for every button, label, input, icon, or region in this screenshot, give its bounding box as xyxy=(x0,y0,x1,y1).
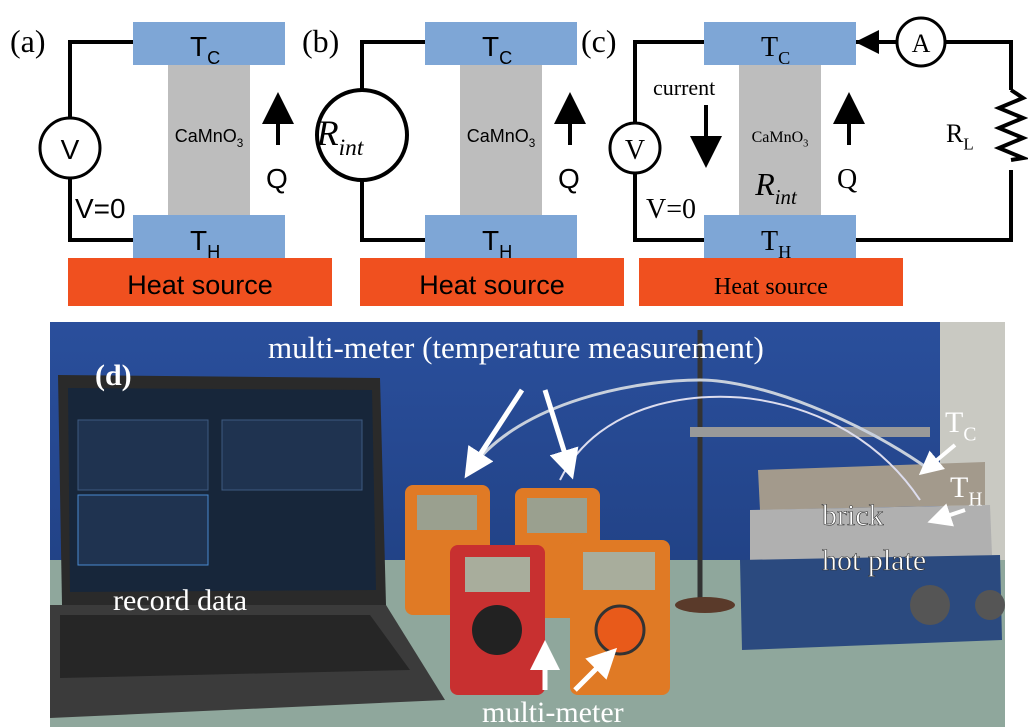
load-label-main: R xyxy=(946,119,964,148)
cold-photo-label-main: T xyxy=(945,406,963,439)
wire xyxy=(946,42,1011,90)
hot-label-sub: H xyxy=(499,242,512,262)
voltage-note: V=0 xyxy=(646,194,696,225)
current-label: current xyxy=(653,75,715,100)
laptop-label: record data xyxy=(113,584,247,617)
inner-resistance-sub: int xyxy=(775,186,798,209)
panel-label: (a) xyxy=(10,23,46,59)
figure: (a)TCTHCaMnO3Heat sourceQVV=0(b)TCTHCaMn… xyxy=(0,0,1028,727)
panel-label: (b) xyxy=(302,23,339,59)
load-label-sub: L xyxy=(963,134,973,153)
ammeter-label: A xyxy=(912,29,931,58)
cold-label-main: T xyxy=(761,32,778,63)
inner-resistance-main: R xyxy=(754,166,775,202)
material-label-sub: 3 xyxy=(803,138,808,149)
source-label: Heat source xyxy=(127,270,273,300)
hot-label-main: T xyxy=(190,225,207,256)
cold-photo-label-sub: C xyxy=(963,424,976,445)
load-label: RL xyxy=(946,119,974,153)
material-label-main: CaMnO xyxy=(175,126,237,146)
voltmeter-label: V xyxy=(61,134,80,165)
photo-label: (d) xyxy=(95,359,132,392)
hot-label-sub: H xyxy=(778,242,791,262)
resistance-label-main: R xyxy=(316,113,339,153)
cold-label-main: T xyxy=(190,31,207,62)
source-label: Heat source xyxy=(419,270,565,300)
flow-label: Q xyxy=(558,163,580,194)
hot-photo-label-main: T xyxy=(950,471,968,504)
voltage-note: V=0 xyxy=(75,193,126,224)
top-label: multi-meter (temperature measurement) xyxy=(268,330,764,365)
meter-label: multi-meter xyxy=(482,696,624,727)
material-label-main: CaMnO xyxy=(752,129,804,146)
source-label: Heat source xyxy=(714,274,828,300)
panel-label: (c) xyxy=(581,23,617,59)
material-label-main: CaMnO xyxy=(467,126,529,146)
resistance-label-sub: int xyxy=(339,135,364,161)
material-label-sub: 3 xyxy=(237,137,244,150)
hot-label-sub: H xyxy=(207,242,220,262)
cold-label-sub: C xyxy=(499,48,512,68)
hot-photo-label-sub: H xyxy=(968,489,982,510)
brick-label: brick xyxy=(822,499,884,532)
cold-label-sub: C xyxy=(778,48,790,68)
wire xyxy=(856,170,1011,240)
flow-label: Q xyxy=(837,164,857,195)
voltmeter-label: V xyxy=(625,135,645,166)
hot-label-main: T xyxy=(482,225,499,256)
flow-label: Q xyxy=(266,163,288,194)
cold-label-main: T xyxy=(482,31,499,62)
cold-label-sub: C xyxy=(207,48,220,68)
material-label-sub: 3 xyxy=(529,137,536,150)
plate-label: hot plate xyxy=(822,544,926,577)
load-resistor xyxy=(999,90,1023,160)
hot-label-main: T xyxy=(761,226,778,257)
